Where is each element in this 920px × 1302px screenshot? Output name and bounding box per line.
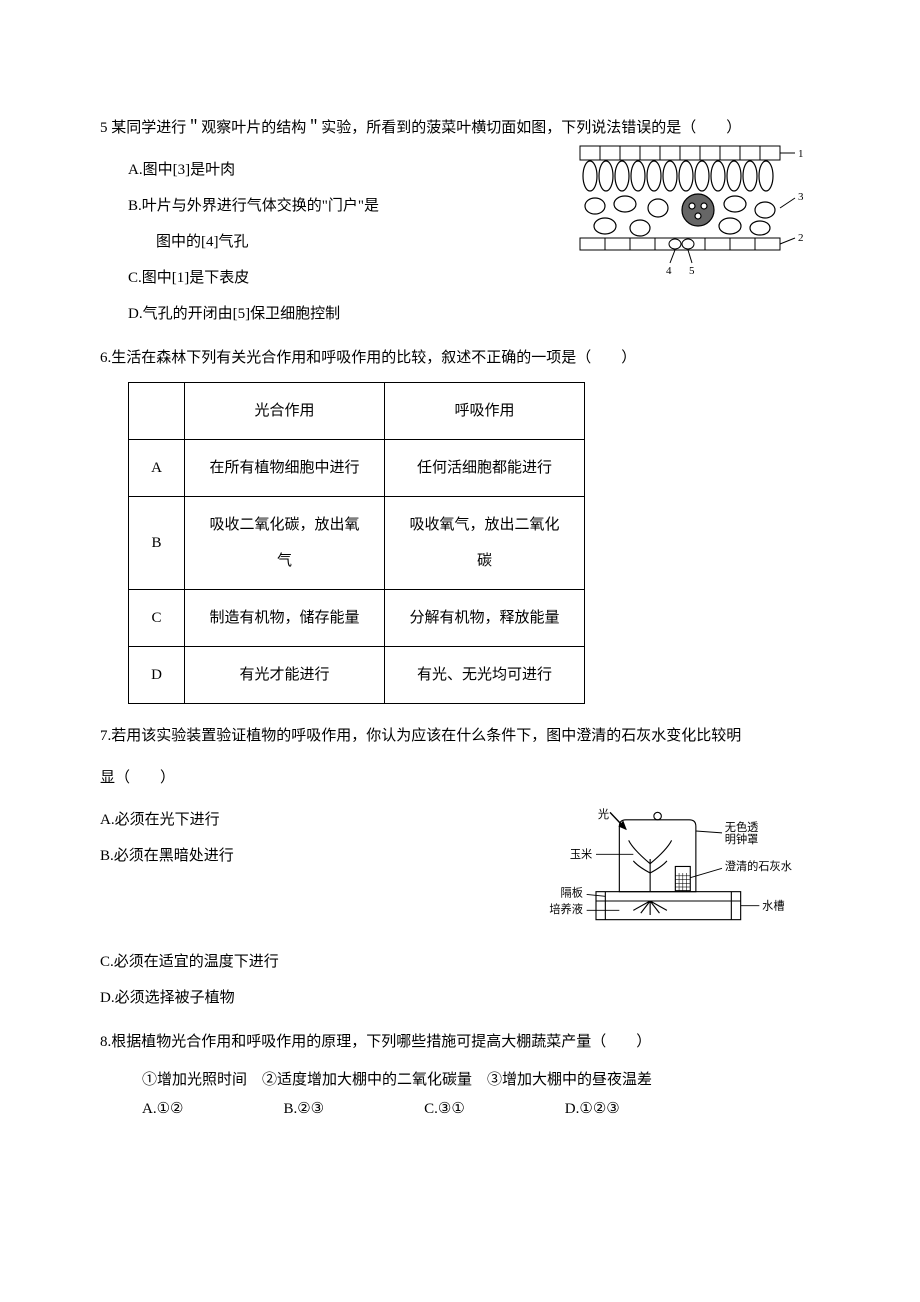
table-cell: 吸收二氧化碳，放出氧气 bbox=[185, 497, 385, 590]
table-row: C 制造有机物，储存能量 分解有机物，释放能量 bbox=[129, 590, 585, 647]
table-cell: 在所有植物细胞中进行 bbox=[185, 440, 385, 497]
table-header-respiration: 呼吸作用 bbox=[385, 383, 585, 440]
label-solution: 培养液 bbox=[549, 902, 583, 916]
question-7: 7.若用该实验装置验证植物的呼吸作用，你认为应该在什么条件下，图中澄清的石灰水变… bbox=[100, 718, 820, 1016]
q7-option-c: C.必须在适宜的温度下进行 bbox=[100, 944, 820, 980]
table-cell: 有光、无光均可进行 bbox=[385, 647, 585, 704]
q8-option-d: D.①②③ bbox=[565, 1095, 620, 1124]
q8-subitems: ①增加光照时间 ②适度增加大棚中的二氧化碳量 ③增加大棚中的昼夜温差 bbox=[100, 1066, 820, 1095]
table-cell: D bbox=[129, 647, 185, 704]
table-cell: 分解有机物，释放能量 bbox=[385, 590, 585, 647]
comparison-table: 光合作用 呼吸作用 A 在所有植物细胞中进行 任何活细胞都能进行 B 吸收二氧化… bbox=[128, 382, 585, 704]
table-row: B 吸收二氧化碳，放出氧气 吸收氧气，放出二氧化碳 bbox=[129, 497, 585, 590]
q7-option-d: D.必须选择被子植物 bbox=[100, 980, 820, 1016]
q8-stem: 8.根据植物光合作用和呼吸作用的原理，下列哪些措施可提高大棚蔬菜产量（ ） bbox=[100, 1024, 820, 1060]
table-header-blank bbox=[129, 383, 185, 440]
label-corn: 玉米 bbox=[570, 848, 592, 861]
table-cell: 任何活细胞都能进行 bbox=[385, 440, 585, 497]
label-lime: 澄清的石灰水 bbox=[725, 859, 792, 873]
q8-option-b: B.②③ bbox=[283, 1095, 324, 1124]
question-8: 8.根据植物光合作用和呼吸作用的原理，下列哪些措施可提高大棚蔬菜产量（ ） ①增… bbox=[100, 1024, 820, 1123]
label-jar-1: 无色透 bbox=[725, 820, 759, 834]
table-row: A 在所有植物细胞中进行 任何活细胞都能进行 bbox=[129, 440, 585, 497]
q7-stem-line1: 7.若用该实验装置验证植物的呼吸作用，你认为应该在什么条件下，图中澄清的石灰水变… bbox=[100, 718, 820, 754]
leaf-label-4: 4 bbox=[666, 265, 672, 277]
label-light: 光 bbox=[598, 808, 609, 821]
q7-option-a: A.必须在光下进行 bbox=[100, 802, 320, 838]
table-cell: 制造有机物，储存能量 bbox=[185, 590, 385, 647]
q7-stem-line2: 显（ ） bbox=[100, 760, 820, 796]
leaf-label-5: 5 bbox=[689, 265, 695, 277]
leaf-label-1: 1 bbox=[798, 148, 804, 160]
leaf-label-3: 3 bbox=[798, 191, 804, 203]
q8-option-c: C.③① bbox=[424, 1095, 465, 1124]
q6-stem: 6.生活在森林下列有关光合作用和呼吸作用的比较，叙述不正确的一项是（ ） bbox=[100, 340, 820, 376]
question-5: 5 某同学进行＂观察叶片的结构＂实验，所看到的菠菜叶横切面如图，下列说法错误的是… bbox=[100, 110, 820, 332]
table-cell: B bbox=[129, 497, 185, 590]
leaf-label-2: 2 bbox=[798, 232, 804, 244]
table-cell: A bbox=[129, 440, 185, 497]
label-jar-2: 明钟罩 bbox=[725, 832, 759, 846]
q7-option-b: B.必须在黑暗处进行 bbox=[100, 838, 320, 874]
q5-option-d: D.气孔的开闭由[5]保卫细胞控制 bbox=[100, 296, 820, 332]
q8-option-a: A.①② bbox=[142, 1095, 183, 1124]
experiment-apparatus-diagram: 光 无色透 明钟罩 玉米 澄清的石灰水 隔板 培养液 水槽 bbox=[540, 808, 820, 938]
table-cell: C bbox=[129, 590, 185, 647]
label-tank: 水槽 bbox=[762, 899, 784, 912]
label-divider: 隔板 bbox=[561, 885, 583, 899]
table-cell: 有光才能进行 bbox=[185, 647, 385, 704]
question-6: 6.生活在森林下列有关光合作用和呼吸作用的比较，叙述不正确的一项是（ ） 光合作… bbox=[100, 340, 820, 704]
table-header-photosynthesis: 光合作用 bbox=[185, 383, 385, 440]
leaf-cross-section-diagram: 1 3 2 4 5 bbox=[570, 138, 810, 278]
table-row: D 有光才能进行 有光、无光均可进行 bbox=[129, 647, 585, 704]
table-cell: 吸收氧气，放出二氧化碳 bbox=[385, 497, 585, 590]
